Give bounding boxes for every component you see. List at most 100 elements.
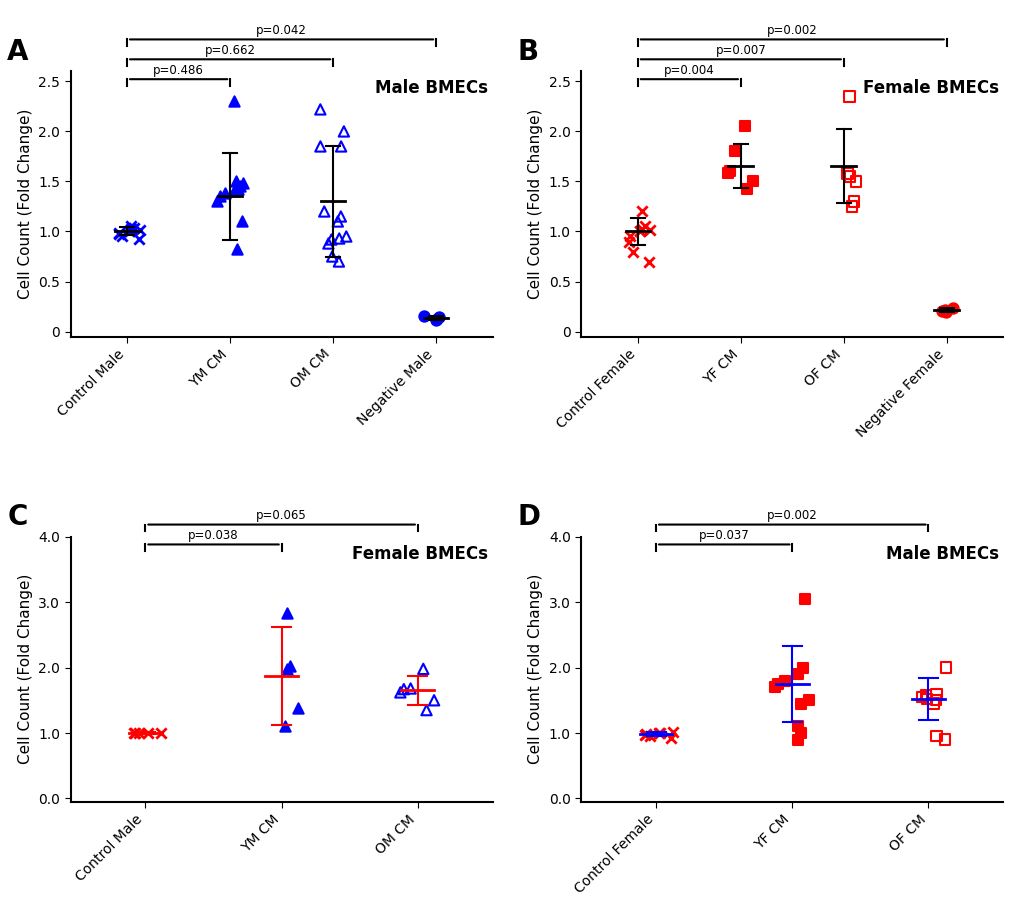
Point	[663, 725, 680, 740]
Point	[130, 726, 147, 740]
Point	[800, 693, 816, 708]
Point	[289, 701, 306, 716]
Point	[395, 682, 412, 697]
Text: C: C	[7, 503, 28, 531]
Text: p=0.065: p=0.065	[256, 509, 307, 522]
Point	[323, 232, 339, 247]
Point	[426, 693, 442, 708]
Point	[927, 693, 944, 708]
Point	[226, 184, 243, 199]
Point	[329, 215, 345, 229]
Point	[917, 687, 933, 702]
Point	[123, 219, 140, 234]
Text: A: A	[7, 38, 29, 66]
Point	[418, 703, 434, 718]
Text: p=0.002: p=0.002	[766, 509, 817, 522]
Point	[330, 254, 346, 268]
Point	[230, 183, 247, 197]
Point	[795, 660, 811, 675]
Text: Female BMECs: Female BMECs	[862, 79, 999, 98]
Y-axis label: Cell Count (Fold Change): Cell Count (Fold Change)	[17, 109, 33, 299]
Point	[792, 697, 808, 711]
Point	[789, 719, 805, 734]
Point	[927, 687, 944, 701]
Point	[227, 174, 244, 189]
Point	[153, 726, 169, 740]
Point	[312, 102, 328, 117]
Point	[278, 605, 294, 620]
Point	[320, 236, 336, 251]
Point	[282, 659, 299, 674]
Text: Female BMECs: Female BMECs	[353, 544, 488, 562]
Point	[121, 225, 138, 239]
Point	[622, 229, 638, 244]
Point	[936, 660, 953, 675]
Text: p=0.002: p=0.002	[766, 24, 817, 37]
Point	[126, 726, 143, 740]
Point	[641, 254, 657, 268]
Point	[392, 685, 409, 699]
Point	[131, 223, 148, 237]
Point	[839, 166, 855, 181]
Point	[125, 221, 142, 236]
Point	[642, 223, 658, 237]
Point	[633, 205, 649, 219]
Point	[120, 225, 137, 239]
Point	[631, 225, 647, 239]
Point	[662, 731, 679, 746]
Point	[625, 244, 641, 258]
Point	[841, 89, 857, 104]
Point	[766, 680, 783, 695]
Text: Male BMECs: Male BMECs	[886, 544, 999, 562]
Point	[845, 194, 861, 209]
Point	[739, 183, 755, 197]
Point	[316, 205, 332, 219]
Point	[110, 227, 126, 242]
Point	[332, 209, 348, 224]
Point	[415, 662, 431, 677]
Point	[225, 94, 242, 109]
Point	[403, 681, 419, 696]
Point	[936, 304, 953, 319]
Text: p=0.004: p=0.004	[663, 64, 714, 77]
Point	[843, 199, 859, 214]
Text: p=0.007: p=0.007	[714, 44, 765, 57]
Point	[111, 226, 127, 241]
Point	[776, 673, 793, 687]
Point	[933, 303, 950, 318]
Point	[650, 726, 666, 740]
Text: Male BMECs: Male BMECs	[375, 79, 488, 98]
Point	[114, 229, 130, 244]
Point	[126, 726, 143, 740]
Text: B: B	[518, 38, 539, 66]
Point	[789, 732, 805, 747]
Text: p=0.486: p=0.486	[153, 64, 204, 77]
Y-axis label: Cell Count (Fold Change): Cell Count (Fold Change)	[528, 109, 543, 299]
Point	[140, 726, 156, 740]
Point	[927, 729, 944, 743]
Point	[428, 311, 444, 326]
Point	[332, 139, 348, 153]
Text: p=0.042: p=0.042	[256, 24, 307, 37]
Point	[936, 302, 953, 317]
Point	[935, 732, 952, 747]
Text: D: D	[518, 503, 540, 531]
Point	[651, 726, 667, 740]
Point	[636, 219, 652, 234]
Text: p=0.038: p=0.038	[189, 529, 238, 541]
Point	[335, 124, 352, 139]
Point	[209, 194, 225, 209]
Point	[641, 729, 657, 743]
Point	[231, 179, 248, 194]
Point	[944, 300, 960, 315]
Point	[621, 235, 637, 249]
Point	[797, 592, 813, 606]
Point	[427, 312, 443, 327]
Point	[736, 119, 752, 133]
Point	[847, 174, 863, 189]
Point	[234, 215, 251, 229]
Point	[789, 666, 805, 681]
Point	[312, 139, 328, 153]
Point	[430, 310, 446, 324]
Point	[841, 169, 857, 184]
